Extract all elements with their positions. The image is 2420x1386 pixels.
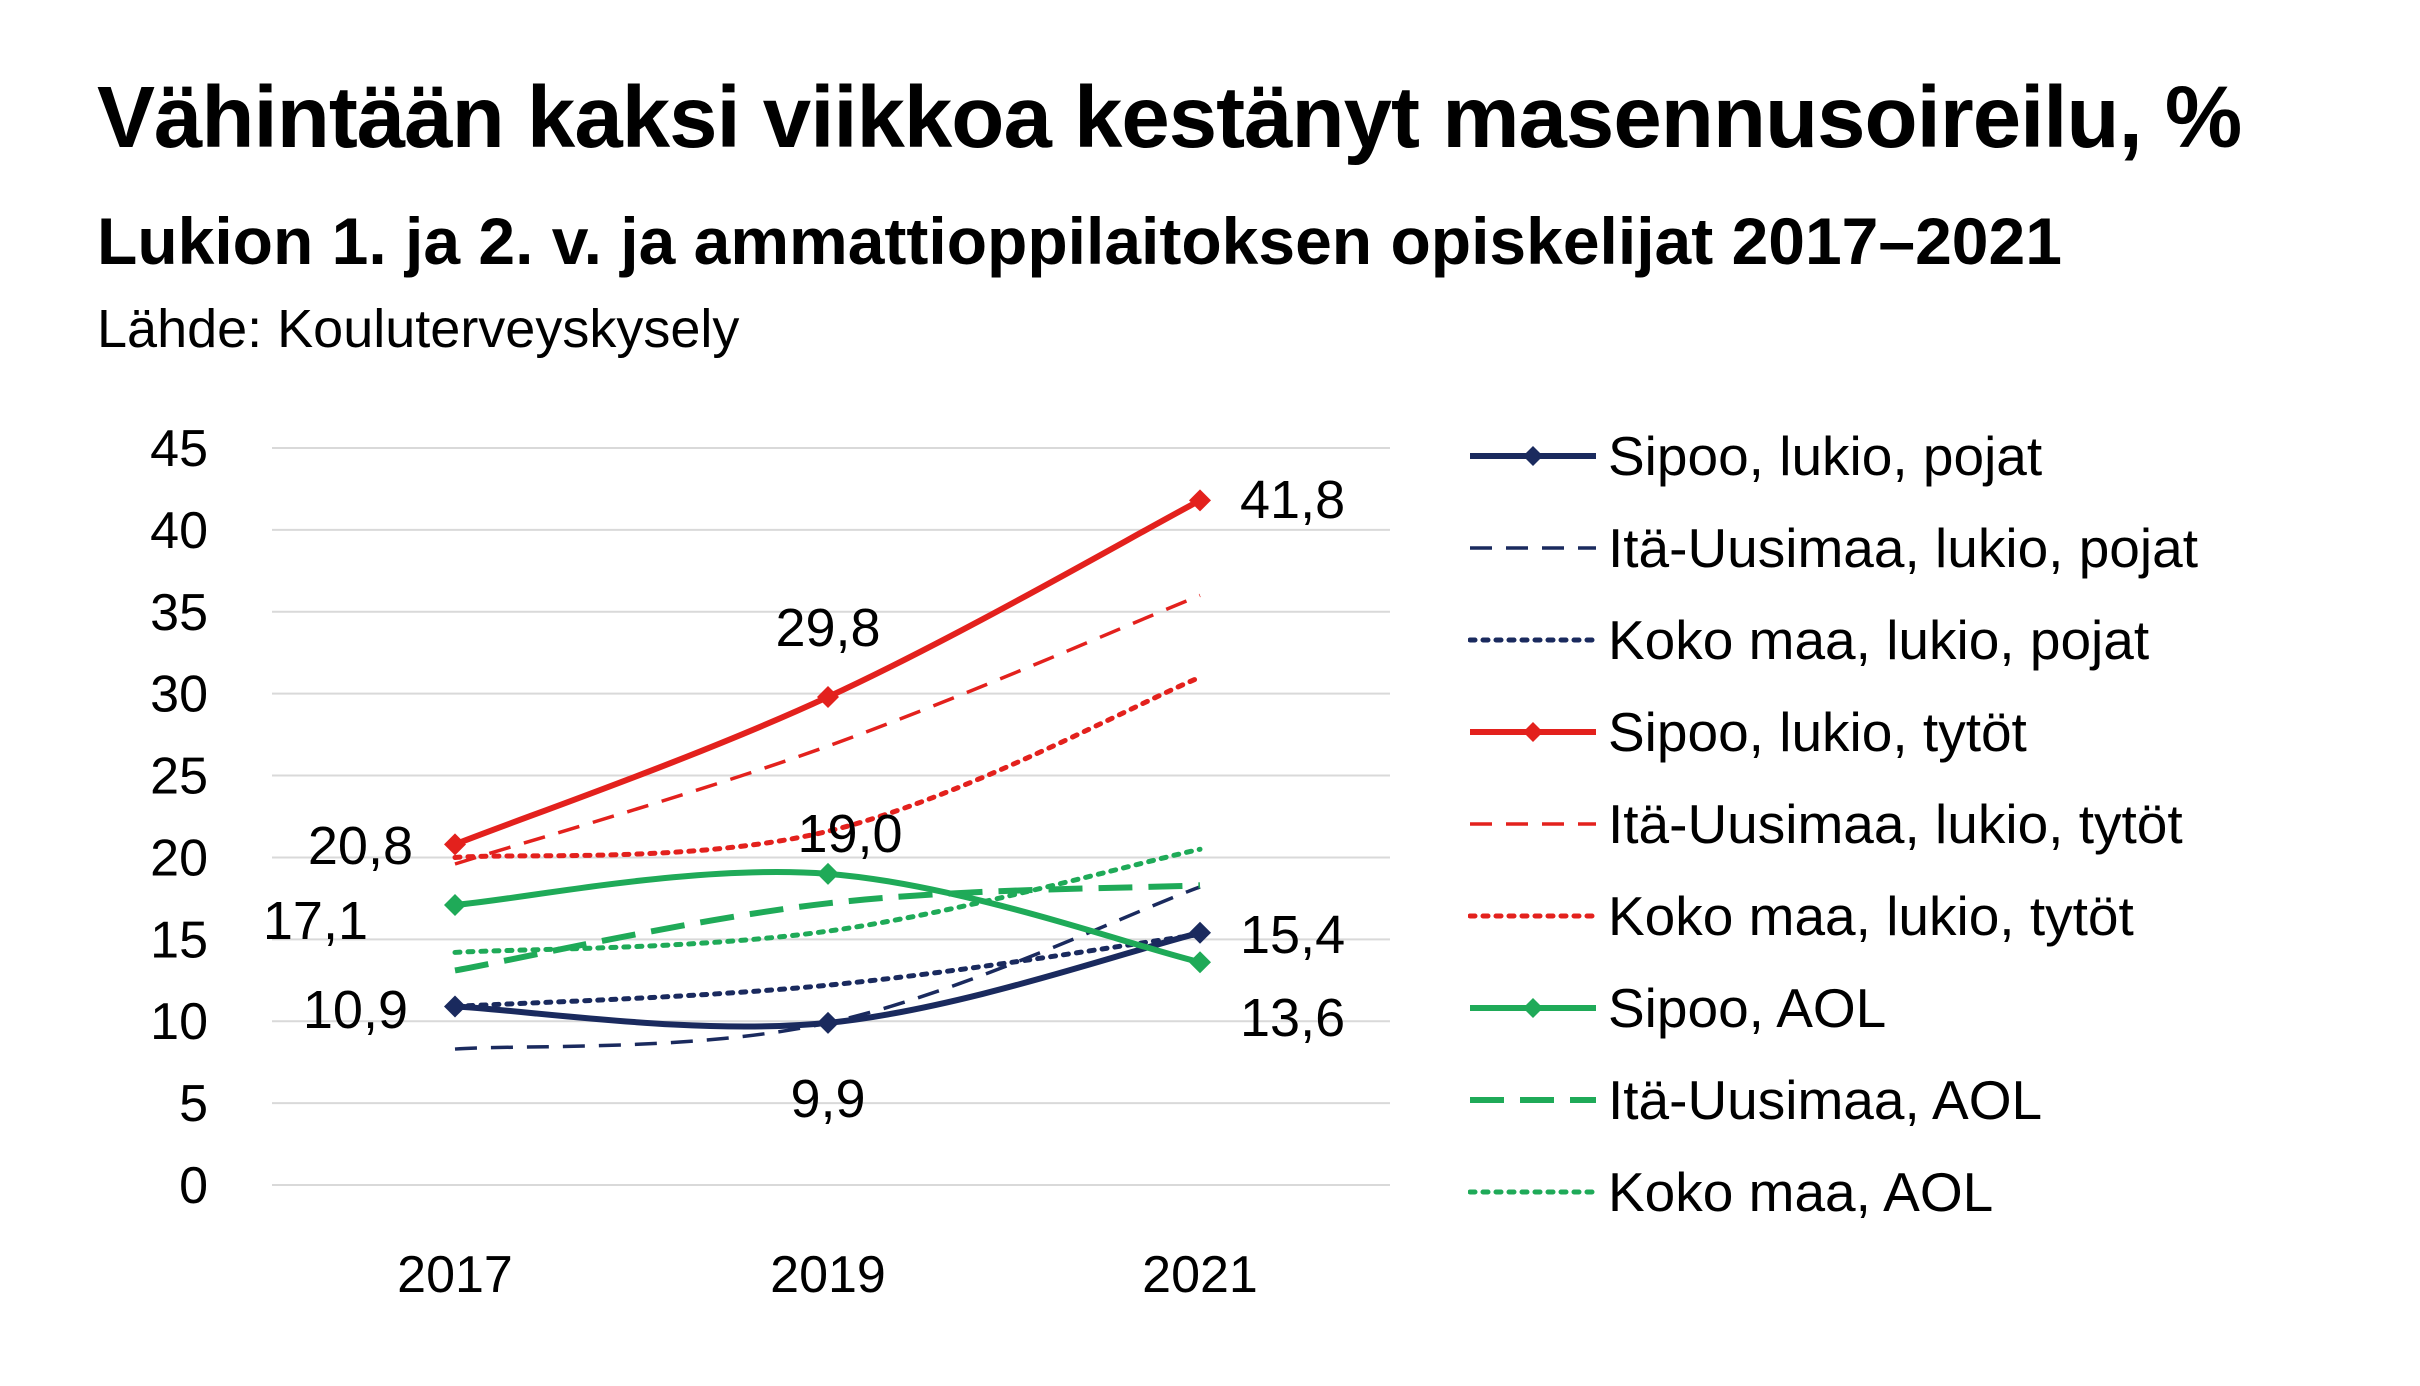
y-tick-label: 45 (150, 420, 208, 478)
legend-swatch (1470, 446, 1596, 466)
data-label: 19,0 (797, 804, 902, 864)
series-line (452, 931, 1203, 1009)
data-label: 9,9 (790, 1069, 865, 1129)
x-tick-label: 2019 (770, 1246, 886, 1304)
data-label: 17,1 (263, 891, 368, 951)
chart-title: Vähintään kaksi viikkoa kestänyt masennu… (97, 69, 2242, 166)
legend-label: Koko maa, lukio, tytöt (1608, 884, 2134, 947)
legend-item: Koko maa, lukio, pojat (1468, 594, 2198, 686)
series-line (452, 846, 1203, 955)
series-line (454, 882, 1201, 974)
y-tick-label: 35 (150, 584, 208, 642)
chart-source: Lähde: Kouluterveyskysely (97, 299, 740, 359)
legend-item: Sipoo, lukio, pojat (1468, 410, 2198, 502)
data-label: 29,8 (775, 598, 880, 658)
legend-item: Sipoo, lukio, tytöt (1468, 686, 2198, 778)
legend-swatch (1470, 822, 1596, 826)
legend-swatch (1470, 998, 1596, 1018)
data-point-marker (1189, 921, 1211, 944)
data-point-marker (444, 995, 466, 1018)
legend-swatch (1468, 1189, 1598, 1195)
y-tick-label: 20 (150, 829, 208, 887)
legend-item: Itä-Uusimaa, lukio, tytöt (1468, 778, 2198, 870)
legend-label: Itä-Uusimaa, AOL (1608, 1068, 2043, 1131)
data-label: 20,8 (308, 816, 413, 876)
legend-label: Sipoo, lukio, pojat (1608, 424, 2043, 487)
legend-item: Koko maa, AOL (1468, 1146, 2198, 1238)
legend-item: Koko maa, lukio, tytöt (1468, 870, 2198, 962)
legend-item: Itä-Uusimaa, lukio, pojat (1468, 502, 2198, 594)
x-tick-label: 2017 (397, 1246, 513, 1304)
data-point-marker (817, 862, 839, 885)
y-tick-label: 25 (150, 748, 208, 806)
data-point-marker (817, 685, 839, 708)
data-point-marker (444, 893, 466, 916)
legend-swatch (1470, 546, 1596, 550)
legend-swatch (1468, 913, 1598, 919)
legend-item: Itä-Uusimaa, AOL (1468, 1054, 2198, 1146)
legend-swatch (1470, 722, 1596, 742)
data-point-marker (1189, 489, 1211, 512)
data-label: 15,4 (1240, 905, 1345, 965)
chart-subtitle: Lukion 1. ja 2. v. ja ammattioppilaitoks… (97, 204, 2062, 278)
legend-item: Sipoo, AOL (1468, 962, 2198, 1054)
y-tick-label: 5 (179, 1075, 208, 1133)
series-line (453, 497, 1202, 848)
y-tick-label: 10 (150, 993, 208, 1051)
data-label: 10,9 (303, 980, 408, 1040)
legend-label: Itä-Uusimaa, lukio, tytöt (1608, 792, 2183, 855)
data-point-marker (444, 833, 466, 856)
legend-swatch (1470, 1097, 1596, 1103)
y-tick-label: 0 (179, 1157, 208, 1215)
y-tick-label: 40 (150, 502, 208, 560)
legend-label: Itä-Uusimaa, lukio, pojat (1608, 516, 2198, 579)
legend-label: Koko maa, AOL (1608, 1160, 1994, 1223)
x-tick-label: 2021 (1142, 1246, 1258, 1304)
legend-label: Koko maa, lukio, pojat (1608, 608, 2150, 671)
data-point-marker (817, 1011, 839, 1034)
legend-label: Sipoo, lukio, tytöt (1608, 700, 2027, 763)
legend-label: Sipoo, AOL (1608, 976, 1887, 1039)
series-line (452, 674, 1203, 860)
chart-legend: Sipoo, lukio, pojat Itä-Uusimaa, lukio, p… (1468, 410, 2198, 1238)
y-tick-label: 15 (150, 911, 208, 969)
y-tick-label: 30 (150, 666, 208, 724)
data-label: 13,6 (1240, 988, 1345, 1048)
data-point-marker (1189, 951, 1211, 974)
legend-swatch (1468, 637, 1598, 643)
series-line (454, 593, 1201, 866)
data-label: 41,8 (1240, 470, 1345, 530)
